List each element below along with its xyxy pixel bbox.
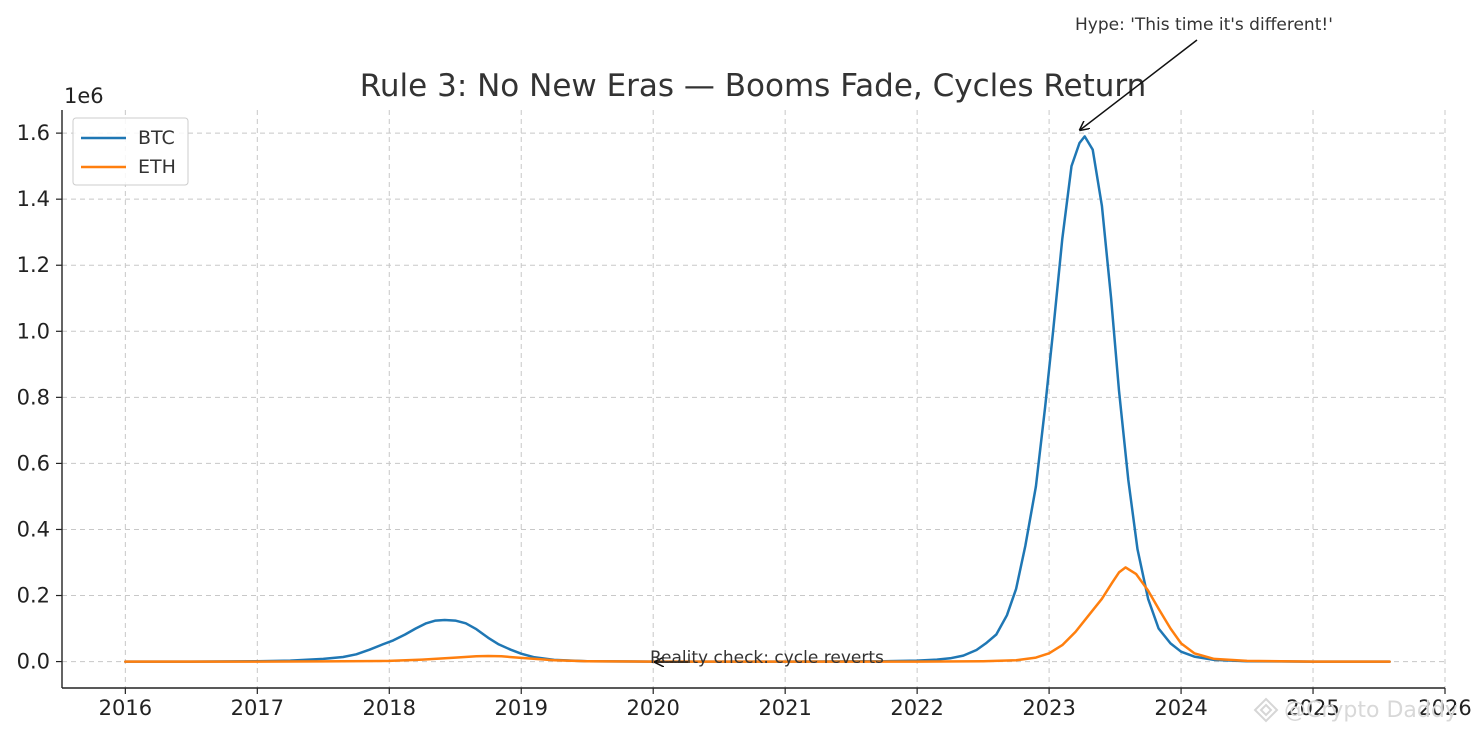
x-tick-label: 2016	[99, 696, 152, 720]
chart-title: Rule 3: No New Eras — Booms Fade, Cycles…	[360, 68, 1146, 104]
x-tick-label: 2021	[758, 696, 811, 720]
y-axis-ticks: 0.0 0.2 0.4 0.6 0.8 1.0 1.2 1.4 1.6	[17, 121, 62, 674]
x-tick-label: 2025	[1286, 696, 1339, 720]
watermark-text: @Crypto Daddy	[1284, 698, 1458, 723]
x-tick-label: 2022	[890, 696, 943, 720]
x-tick-label: 2020	[626, 696, 679, 720]
legend: BTC ETH	[72, 117, 189, 186]
y-tick-label: 0.0	[17, 650, 50, 674]
axes	[61, 110, 1445, 689]
y-tick-label: 0.8	[17, 385, 50, 409]
y-tick-label: 1.6	[17, 121, 50, 145]
x-axis-ticks: 2016 2017 2018 2019 2020 2021 2022 2023 2024 2025…	[99, 688, 1472, 720]
annotations: Hype: 'This time it's different!' Realit…	[650, 15, 1333, 668]
diamond-logo-icon	[1253, 697, 1279, 723]
legend-label-btc: BTC	[138, 127, 175, 149]
series-line-eth	[124, 566, 1391, 663]
annotation-hype-arrow	[1080, 39, 1198, 130]
x-tick-label: 2019	[495, 696, 548, 720]
y-tick-label: 1.0	[17, 319, 50, 343]
x-tick-label: 2018	[363, 696, 416, 720]
x-tick-label: 2024	[1154, 696, 1207, 720]
x-tick-label: 2017	[231, 696, 284, 720]
series-lines	[124, 135, 1391, 663]
series-line-btc	[124, 135, 1391, 663]
watermark: @Crypto Daddy	[1253, 697, 1458, 723]
y-tick-label: 1.2	[17, 253, 50, 277]
grid	[62, 110, 1446, 688]
x-tick-label: 2023	[1022, 696, 1075, 720]
y-tick-label: 1.4	[17, 187, 50, 211]
y-tick-label: 0.6	[17, 451, 50, 475]
annotation-reality-text: Reality check: cycle reverts	[650, 648, 884, 668]
x-tick-label: 2026	[1418, 696, 1471, 720]
annotation-hype-text: Hype: 'This time it's different!'	[1075, 15, 1333, 35]
legend-label-eth: ETH	[138, 156, 176, 178]
y-tick-label: 0.2	[17, 584, 50, 608]
y-tick-label: 0.4	[17, 517, 50, 541]
y-scale-label: 1e6	[64, 84, 104, 108]
